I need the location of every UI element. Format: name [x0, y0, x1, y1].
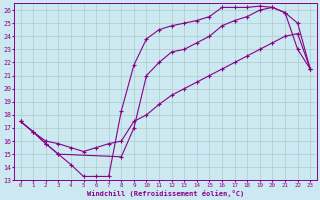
X-axis label: Windchill (Refroidissement éolien,°C): Windchill (Refroidissement éolien,°C) [87, 190, 244, 197]
